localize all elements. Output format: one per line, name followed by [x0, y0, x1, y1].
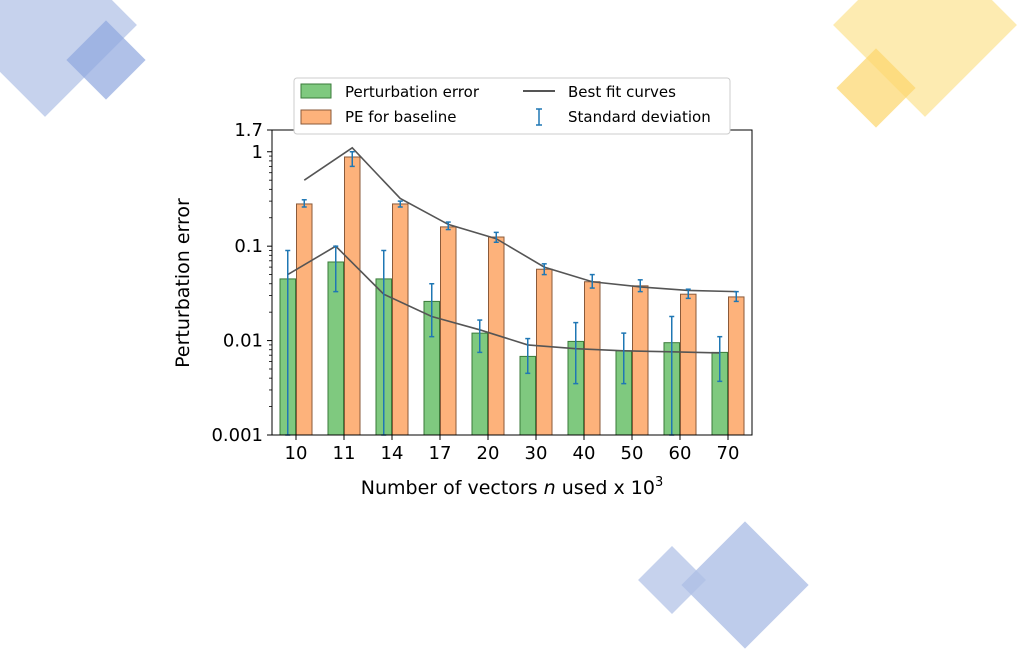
legend-label-standard-deviation: Standard deviation — [568, 108, 711, 126]
error-bar-perturbation-error-20 — [477, 319, 483, 354]
x-tick-label-30: 30 — [525, 443, 548, 464]
best-fit-curve-pe-baseline — [303, 146, 737, 293]
error-bar-perturbation-error-50 — [621, 332, 627, 385]
y-tick-label-0.1: 0.1 — [234, 236, 263, 257]
bar-pe-baseline-60 — [680, 293, 697, 436]
x-tick-label-40: 40 — [573, 443, 596, 464]
legend-swatch-pe-baseline — [300, 109, 332, 125]
x-axis-label-exponent: 3 — [655, 475, 663, 490]
x-tick-label-11: 11 — [333, 443, 356, 464]
bar-pe-baseline-17 — [440, 226, 457, 436]
y-tick-label-1: 1 — [252, 142, 263, 163]
error-bar-pe-baseline-40 — [589, 273, 595, 289]
error-bar-pe-baseline-60 — [685, 288, 691, 300]
error-bar-pe-baseline-30 — [541, 263, 547, 276]
error-bar-perturbation-error-70 — [717, 335, 723, 383]
x-axis-label: Number of vectors n used x 103 — [361, 475, 663, 499]
error-bar-pe-baseline-10 — [301, 199, 307, 208]
x-tick-label-14: 14 — [381, 443, 404, 464]
perturbation-error-chart: 1.71 0.1 0.01 0.001 10 11 14 17 20 30 40 50 60 70 Pe… — [172, 77, 753, 499]
bar-pe-baseline-11 — [344, 156, 361, 436]
error-bar-pe-baseline-11 — [349, 151, 355, 168]
legend: Perturbation error Best fit curves PE fo… — [293, 77, 731, 135]
bar-pe-baseline-50 — [632, 285, 649, 436]
error-bar-perturbation-error-17 — [429, 282, 435, 338]
bar-pe-baseline-40 — [584, 281, 601, 436]
x-tick-label-10: 10 — [285, 443, 308, 464]
legend-label-perturbation-error: Perturbation error — [345, 83, 480, 101]
bar-pe-baseline-70 — [728, 296, 745, 436]
legend-box — [293, 77, 731, 135]
x-tick-label-17: 17 — [429, 443, 452, 464]
x-axis-label-suffix: used x 10 — [556, 477, 655, 499]
error-bar-perturbation-error-30 — [525, 337, 531, 375]
error-bar-pe-baseline-14 — [397, 200, 403, 208]
error-bar-pe-baseline-20 — [493, 231, 499, 244]
legend-label-best-fit: Best fit curves — [568, 83, 676, 101]
x-tick-label-70: 70 — [717, 443, 740, 464]
error-bar-pe-baseline-17 — [445, 221, 451, 231]
y-tick-label-1.7: 1.7 — [234, 120, 263, 141]
bar-pe-baseline-30 — [536, 268, 553, 436]
legend-swatch-perturbation-error — [300, 83, 332, 99]
error-bar-perturbation-error-11 — [333, 245, 339, 293]
legend-label-pe-baseline: PE for baseline — [345, 108, 457, 126]
y-axis-label: Perturbation error — [172, 198, 194, 368]
x-tick-label-50: 50 — [621, 443, 644, 464]
x-axis-label-variable: n — [544, 477, 556, 499]
y-tick-label-0.001: 0.001 — [211, 425, 263, 446]
x-tick-label-60: 60 — [669, 443, 692, 464]
x-axis-label-text: Number of vectors — [361, 477, 544, 499]
y-tick-label-0.01: 0.01 — [223, 331, 263, 352]
bar-pe-baseline-10 — [296, 203, 313, 436]
legend-swatch-standard-deviation — [536, 108, 542, 126]
x-tick-label-20: 20 — [477, 443, 500, 464]
error-bar-pe-baseline-70 — [733, 290, 739, 303]
bar-pe-baseline-14 — [392, 203, 409, 436]
error-bar-pe-baseline-50 — [637, 279, 643, 293]
error-bar-perturbation-error-40 — [573, 321, 579, 385]
best-fit-curve-perturbation-error — [287, 245, 720, 354]
